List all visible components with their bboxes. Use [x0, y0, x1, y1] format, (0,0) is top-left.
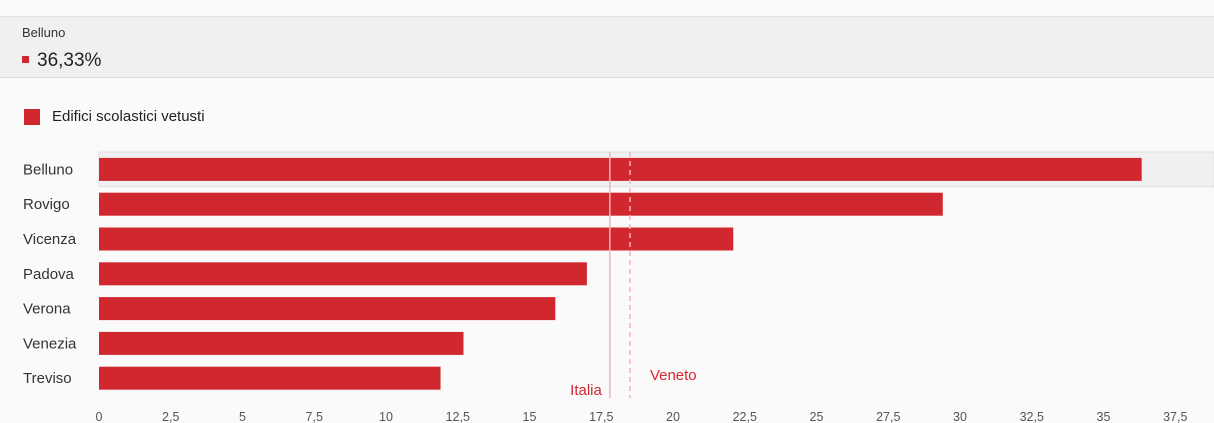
category-label-vicenza: Vicenza	[23, 231, 77, 248]
category-label-rovigo: Rovigo	[23, 196, 70, 213]
x-tick-label: 12,5	[446, 410, 470, 423]
bar-treviso[interactable]	[99, 366, 441, 390]
x-tick-label: 0	[96, 410, 103, 423]
category-label-verona: Verona	[23, 301, 71, 318]
legend-swatch	[24, 109, 40, 125]
x-tick-label: 32,5	[1020, 410, 1044, 423]
x-tick-label: 15	[523, 410, 537, 423]
bar-belluno[interactable]	[99, 157, 1142, 181]
tooltip-category: Belluno	[22, 25, 66, 40]
x-tick-label: 10	[379, 410, 393, 423]
x-tick-label: 25	[810, 410, 824, 423]
category-label-treviso: Treviso	[23, 370, 72, 387]
x-tick-label: 20	[666, 410, 680, 423]
category-label-padova: Padova	[23, 266, 75, 283]
tooltip-swatch	[22, 56, 29, 63]
bar-verona[interactable]	[99, 297, 556, 321]
bar-vicenza[interactable]	[99, 227, 734, 251]
x-tick-label: 22,5	[733, 410, 757, 423]
legend-label: Edifici scolastici vetusti	[52, 108, 205, 125]
reference-label-italia: Italia	[570, 382, 602, 399]
x-tick-label: 30	[953, 410, 967, 423]
x-tick-label: 35	[1097, 410, 1111, 423]
category-label-belluno: Belluno	[23, 161, 73, 178]
x-tick-label: 37,5	[1163, 410, 1187, 423]
x-tick-label: 2,5	[162, 410, 179, 423]
x-tick-label: 27,5	[876, 410, 900, 423]
tooltip-panel: Belluno 36,33%	[0, 16, 1214, 78]
bar-padova[interactable]	[99, 262, 587, 286]
bar-rovigo[interactable]	[99, 192, 943, 216]
bar-venezia[interactable]	[99, 331, 464, 355]
x-tick-label: 17,5	[589, 410, 613, 423]
tooltip-value: 36,33%	[37, 50, 102, 71]
category-label-venezia: Venezia	[23, 335, 77, 352]
x-tick-label: 5	[239, 410, 246, 423]
reference-label-veneto: Veneto	[650, 367, 697, 384]
x-tick-label: 7,5	[306, 410, 323, 423]
